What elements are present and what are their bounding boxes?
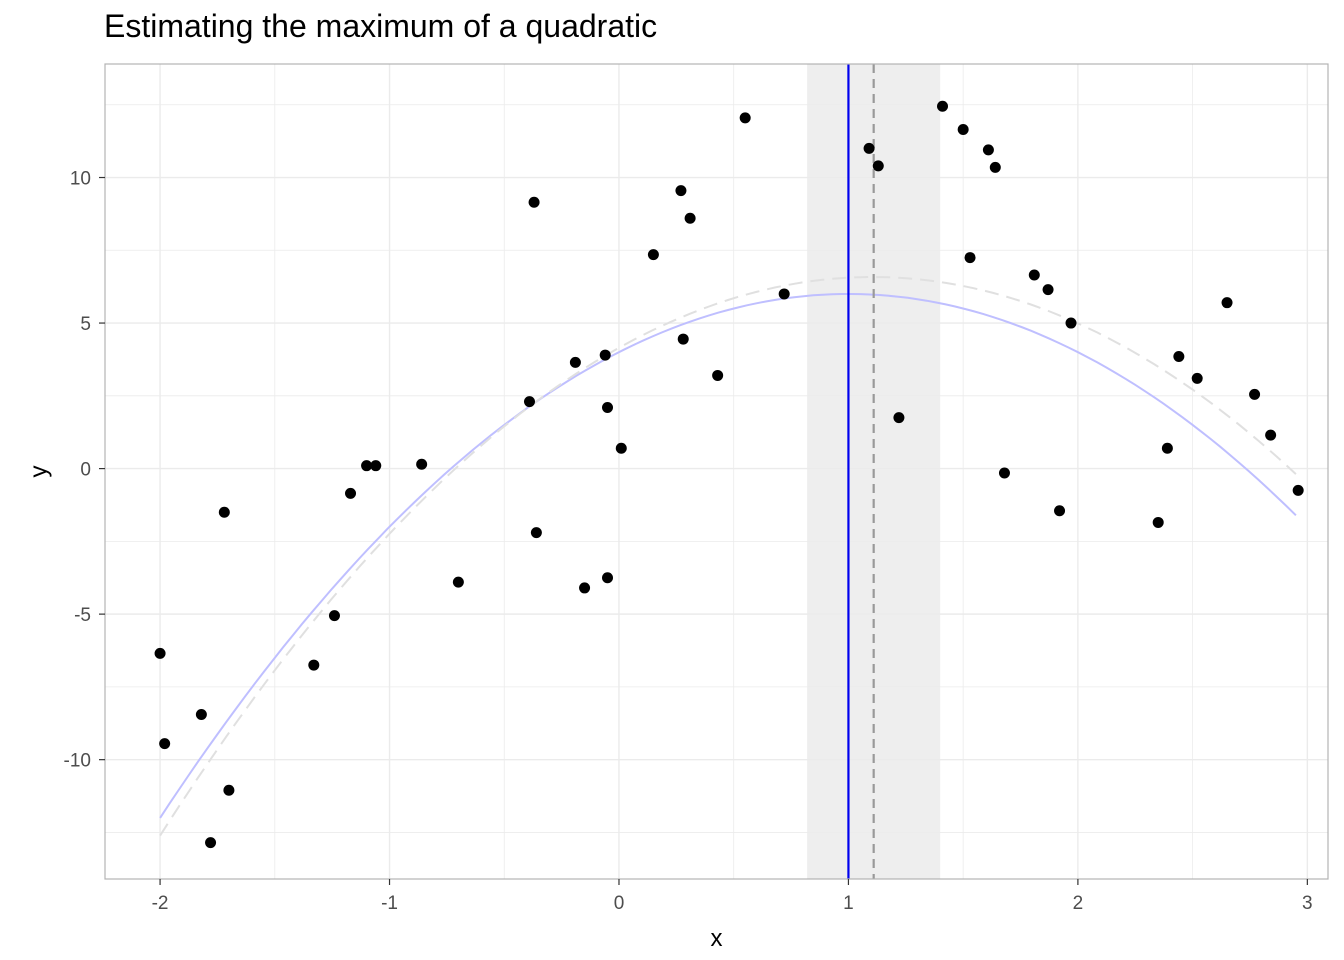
data-point — [602, 572, 614, 584]
data-point — [416, 458, 428, 470]
data-point — [523, 396, 535, 408]
y-tick-label: 5 — [80, 314, 91, 335]
x-tick-label: 0 — [614, 893, 625, 914]
point-layer — [154, 100, 1304, 849]
data-point — [328, 610, 340, 622]
grid-layer — [105, 64, 1328, 879]
data-point — [361, 460, 373, 472]
data-point — [530, 527, 542, 539]
y-axis-title: y — [25, 466, 52, 478]
data-point — [569, 356, 581, 368]
data-point — [1173, 351, 1185, 363]
data-point — [998, 467, 1010, 479]
data-point — [579, 582, 591, 594]
y-tick-label: -10 — [64, 751, 91, 772]
data-point — [1292, 484, 1304, 496]
data-point — [964, 252, 976, 264]
data-point — [345, 487, 357, 499]
data-point — [1249, 388, 1261, 400]
data-point — [937, 100, 949, 112]
data-point — [1042, 284, 1054, 296]
data-point — [778, 288, 790, 300]
data-point — [1065, 317, 1077, 329]
plot-panel — [105, 64, 1328, 879]
vertical-line-layer — [847, 64, 875, 879]
x-tick-label: 3 — [1302, 893, 1313, 914]
panel-border — [104, 63, 1329, 880]
data-point — [863, 142, 875, 154]
data-point — [872, 160, 884, 172]
data-point — [893, 412, 905, 424]
data-point — [677, 333, 689, 345]
data-point — [1191, 372, 1203, 384]
data-point — [159, 738, 171, 750]
curve-layer — [159, 275, 1297, 837]
data-point — [615, 442, 627, 454]
x-tick-label: -2 — [152, 893, 169, 914]
data-point — [1221, 297, 1233, 309]
data-point — [308, 659, 320, 671]
x-tick-label: 2 — [1073, 893, 1084, 914]
data-point — [370, 460, 382, 472]
data-point — [684, 212, 696, 224]
data-point — [982, 144, 994, 156]
y-tick-label: -5 — [74, 605, 91, 626]
data-point — [1054, 505, 1066, 517]
data-point — [452, 576, 464, 588]
data-point — [602, 401, 614, 413]
chart-title: Estimating the maximum of a quadratic — [104, 8, 658, 44]
data-point — [647, 249, 659, 261]
data-point — [1152, 516, 1164, 528]
data-point — [154, 647, 166, 659]
y-tick-label: 0 — [80, 460, 91, 481]
true-quadratic-curve — [159, 293, 1297, 819]
data-point — [989, 161, 1001, 173]
data-point — [712, 369, 724, 381]
data-point — [1161, 442, 1173, 454]
x-tick-label: -1 — [381, 893, 398, 914]
data-point — [205, 837, 217, 849]
data-point — [957, 123, 969, 135]
data-point — [223, 784, 235, 796]
data-point — [1265, 429, 1277, 441]
data-point — [1028, 269, 1040, 281]
data-point — [218, 506, 230, 518]
fitted-quadratic-curve — [159, 275, 1297, 837]
data-point — [599, 349, 611, 361]
y-tick-label: 10 — [70, 169, 91, 190]
x-axis-title: x — [711, 925, 723, 952]
data-point — [528, 196, 540, 208]
x-tick-label: 1 — [843, 893, 854, 914]
data-point — [739, 112, 751, 124]
data-point — [195, 709, 207, 721]
data-point — [675, 185, 687, 197]
